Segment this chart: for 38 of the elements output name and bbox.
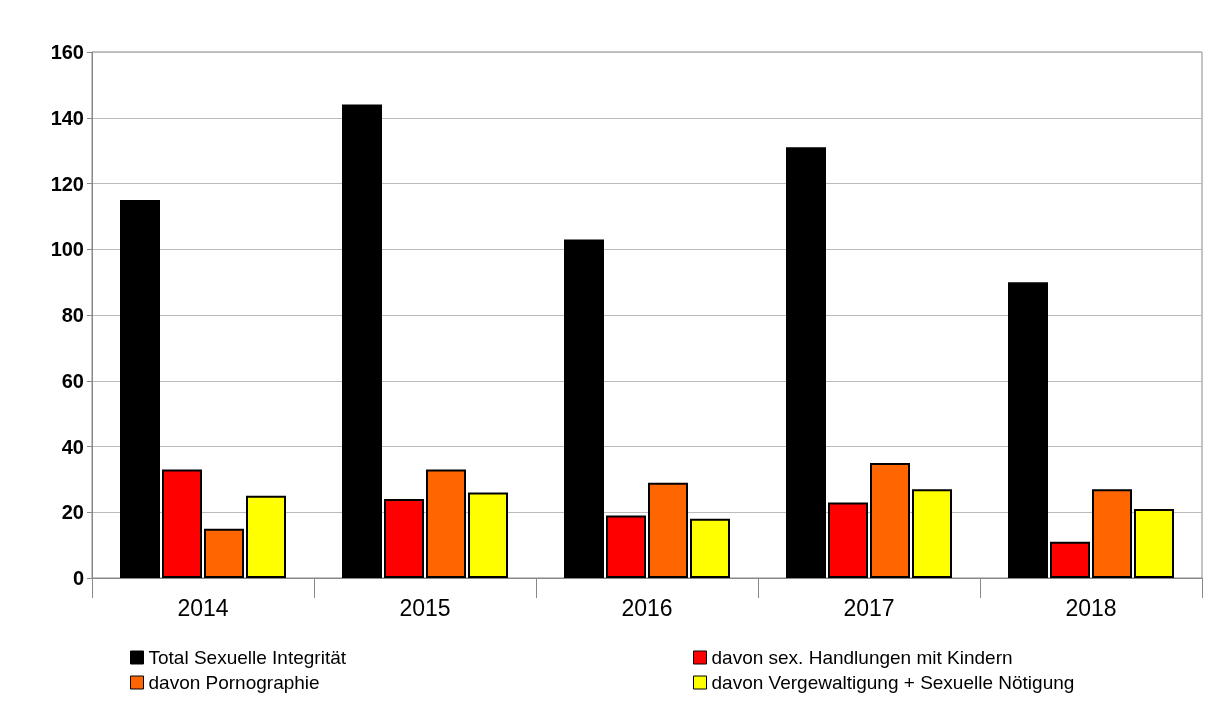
x-tick-label: 2017: [843, 594, 895, 621]
bar: [1134, 508, 1174, 578]
y-tick-label: 140: [50, 106, 84, 129]
bar: [426, 469, 466, 578]
bar: [342, 104, 382, 578]
y-tick-label: 0: [72, 567, 84, 589]
legend-label: davon Vergewaltigung + Sexuelle Nötigung: [711, 672, 1075, 693]
y-tick-label: 120: [50, 172, 84, 195]
bar: [690, 518, 730, 578]
x-tick-label: 2018: [1065, 594, 1117, 621]
bar: [246, 495, 286, 578]
bar: [162, 469, 202, 578]
bar: [564, 239, 604, 578]
bar: [912, 489, 952, 578]
bar: [1092, 489, 1132, 578]
y-tick-label: 40: [61, 435, 84, 458]
y-tick-label: 100: [50, 238, 84, 261]
bar: [468, 492, 508, 578]
y-tick-label: 80: [61, 304, 84, 326]
y-tick-label: 20: [61, 501, 84, 524]
bar: [204, 528, 244, 578]
bar: [786, 147, 826, 578]
legend-label: Total Sexuelle Integrität: [148, 647, 347, 668]
bar: [384, 499, 424, 578]
bar: [1008, 282, 1048, 578]
x-tick-label: 2014: [177, 594, 229, 621]
bar: [120, 199, 160, 578]
legend-label: davon sex. Handlungen mit Kindern: [711, 647, 1013, 668]
bar: [870, 462, 910, 578]
y-tick-label: 60: [61, 369, 84, 392]
x-tick-label: 2015: [399, 594, 451, 621]
x-tick-label: 2016: [621, 594, 673, 621]
bar: [1050, 541, 1090, 578]
bar: [606, 515, 646, 578]
y-tick-label: 160: [50, 41, 84, 63]
legend-label: davon Pornographie: [148, 672, 320, 693]
bar: [828, 502, 868, 578]
bar: [648, 482, 688, 578]
